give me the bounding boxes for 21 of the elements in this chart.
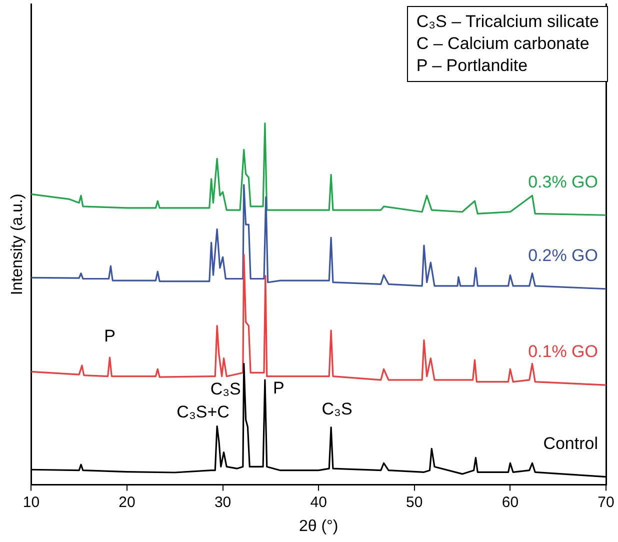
x-tick-label: 40 bbox=[310, 494, 327, 511]
series-label: 0.1% GO bbox=[528, 342, 598, 362]
annotation: P bbox=[104, 326, 116, 346]
text: P – Portlandite bbox=[416, 55, 529, 77]
annotation: C₃S+C bbox=[176, 402, 230, 422]
x-tick-label: 60 bbox=[502, 494, 519, 511]
x-tick-label: 70 bbox=[598, 494, 614, 511]
y-axis-title: Intensity (a.u.) bbox=[9, 194, 26, 296]
series-label: 0.2% GO bbox=[528, 246, 598, 266]
text: C – Calcium carbonate bbox=[416, 33, 590, 55]
series-label: Control bbox=[543, 434, 598, 454]
annotation: C₃S bbox=[322, 400, 352, 419]
x-tick-label: 50 bbox=[406, 494, 423, 511]
text: C₃S – Tricalcium silicate bbox=[416, 11, 599, 33]
x-tick-label: 10 bbox=[22, 494, 40, 511]
x-axis-title: 2θ (°) bbox=[298, 518, 338, 535]
annotation: C₃S bbox=[210, 379, 241, 398]
series-label: 0.3% GO bbox=[528, 172, 598, 192]
x-tick-label: 20 bbox=[118, 494, 136, 511]
annotation: P bbox=[272, 378, 284, 398]
x-tick-label: 30 bbox=[214, 494, 232, 511]
